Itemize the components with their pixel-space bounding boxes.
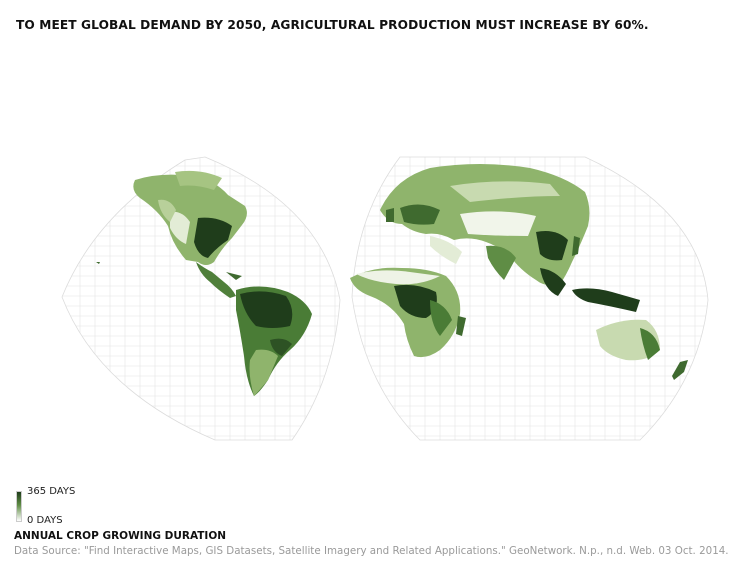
lobe-outline-left [61, 156, 341, 441]
sahara-desert [356, 270, 440, 285]
indonesia-land [572, 288, 640, 312]
map-title: TO MEET GLOBAL DEMAND BY 2050, AGRICULTU… [16, 18, 649, 32]
north-america-plains [170, 211, 190, 244]
legend-title: ANNUAL CROP GROWING DURATION [14, 530, 227, 542]
north-america-west [158, 199, 176, 222]
oceania [572, 288, 688, 380]
australia-east-green [640, 328, 660, 360]
siberia-light [450, 181, 560, 202]
eurasia [380, 164, 590, 296]
data-source-note: Data Source: "Find Interactive Maps, GIS… [14, 545, 729, 557]
legend-max-label: 365 DAYS [27, 486, 76, 497]
legend-min-label: 0 DAYS [27, 515, 63, 526]
north-america-east-dense [194, 217, 232, 258]
new-zealand-land [672, 360, 688, 380]
africa-land [350, 267, 461, 358]
india-land [486, 245, 516, 280]
southeast-asia-land [540, 268, 566, 296]
caribbean-land [226, 272, 242, 280]
lobe-outline-right [351, 156, 709, 441]
central-africa-dense [394, 284, 437, 318]
south-america-south [249, 349, 278, 396]
legend-color-scale [16, 491, 22, 522]
central-asia-desert [460, 211, 536, 236]
africa [350, 267, 466, 358]
central-america-land [196, 262, 236, 298]
madagascar-land [456, 316, 466, 336]
east-china-dense [536, 231, 568, 261]
uk-land [386, 208, 394, 222]
europe-dense [400, 204, 440, 225]
middle-east-arid [430, 236, 462, 264]
amazon-dense [240, 291, 293, 328]
north-america [133, 170, 247, 298]
japan-land [572, 236, 580, 256]
north-america-arctic [175, 170, 222, 190]
south-america [236, 286, 312, 396]
east-africa-land [430, 300, 452, 336]
hawaii-land [96, 262, 100, 264]
south-america-dense-east [270, 338, 292, 356]
